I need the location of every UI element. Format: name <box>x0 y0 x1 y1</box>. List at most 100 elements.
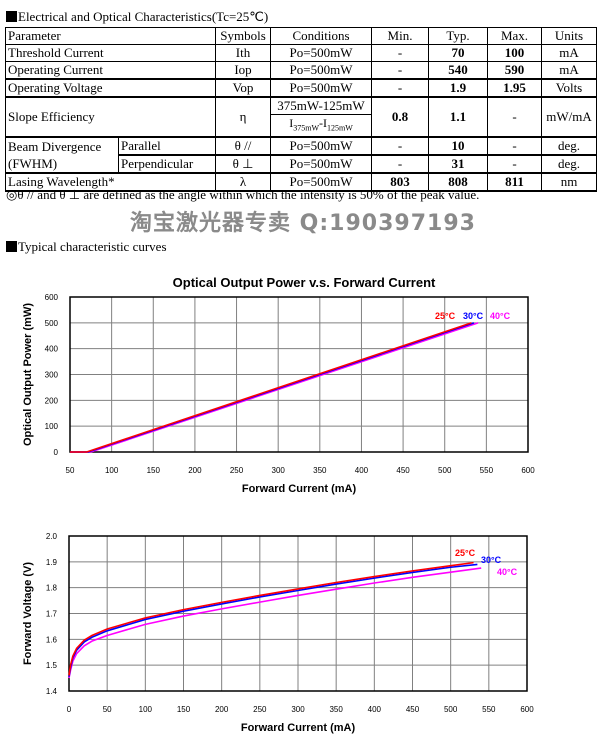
x-tick-label: 250 <box>253 705 267 714</box>
y-tick-label: 400 <box>45 345 59 354</box>
min: - <box>371 154 429 174</box>
section-heading-characteristics: Electrical and Optical Characteristics(T… <box>6 9 268 25</box>
x-tick-label: 200 <box>188 466 202 475</box>
y-tick-label: 2.0 <box>46 532 58 541</box>
plot-frame <box>69 296 529 453</box>
y-tick-label: 300 <box>45 371 59 380</box>
typ: 1.1 <box>428 95 488 138</box>
y-tick-label: 1.7 <box>46 610 58 619</box>
max: 811 <box>487 172 542 192</box>
x-tick-label: 450 <box>406 705 420 714</box>
sub-param: Perpendicular <box>118 154 216 174</box>
max: 100 <box>487 44 542 62</box>
typ-value: 10 <box>451 138 465 154</box>
max-value: 100 <box>504 45 525 60</box>
condition: Po=500mW <box>270 61 372 80</box>
table-row: Operating Voltage Vop Po=500mW - 1.9 1.9… <box>5 78 597 98</box>
y-axis-label: Forward Voltage (V) <box>22 562 34 665</box>
param: Slope Efficiency <box>5 95 216 138</box>
param: Operating Voltage <box>5 78 216 98</box>
typ: 540 <box>428 61 488 80</box>
series-line-25c <box>68 561 474 676</box>
typ-value: 70 <box>451 45 465 60</box>
table-row: Beam Divergence Parallel θ // Po=500mW -… <box>5 136 597 156</box>
symbol: η <box>215 95 271 138</box>
y-tick-label: 100 <box>45 422 59 431</box>
unit: Volts <box>541 78 597 98</box>
heading-text: Electrical and Optical Characteristics(T… <box>18 9 269 24</box>
table-row: Lasing Wavelength* λ Po=500mW 803 808 81… <box>5 172 597 192</box>
header-cell: Conditions <box>270 27 372 45</box>
y-tick-label: 0 <box>54 448 59 457</box>
series-line-40c <box>68 567 482 679</box>
y-tick-label: 500 <box>45 319 59 328</box>
legend-label: 30°C <box>463 311 484 321</box>
watermark: 淘宝激光器专卖 Q:190397193 <box>130 211 476 236</box>
min-value: 803 <box>390 174 410 190</box>
header-cell: Parameter <box>5 27 216 45</box>
unit: mA <box>541 61 597 80</box>
header-cell: Symbols <box>215 27 271 45</box>
section-heading-curves: Typical characteristic curves <box>6 239 167 255</box>
legend-label: 25°C <box>455 548 476 558</box>
param: (FWHM) <box>5 155 119 174</box>
symbol: Vop <box>215 78 271 98</box>
y-tick-label: 1.8 <box>46 584 58 593</box>
condition: Po=500mW <box>270 78 372 98</box>
legend-label: 40°C <box>490 311 511 321</box>
x-tick-label: 350 <box>329 705 343 714</box>
max: 590 <box>487 61 542 80</box>
x-tick-label: 50 <box>103 705 112 714</box>
x-tick-label: 550 <box>482 705 496 714</box>
typ: 31 <box>428 154 488 174</box>
x-tick-label: 300 <box>291 705 305 714</box>
max-value: 811 <box>505 174 524 190</box>
x-tick-label: 100 <box>105 466 119 475</box>
unit: mW/mA <box>541 95 597 138</box>
legend-label: 30°C <box>481 555 502 565</box>
x-tick-label: 600 <box>521 466 535 475</box>
table-header: Parameter Symbols Conditions Min. Typ. M… <box>5 27 597 45</box>
x-tick-label: 550 <box>480 466 494 475</box>
max-value: 1.95 <box>503 80 526 95</box>
unit: deg. <box>541 136 597 156</box>
y-tick-label: 600 <box>45 293 59 302</box>
max-value: 590 <box>504 62 525 77</box>
x-tick-label: 150 <box>147 466 161 475</box>
x-axis-label: Forward Current (mA) <box>241 722 356 734</box>
y-tick-label: 1.4 <box>46 687 58 696</box>
symbol: Iop <box>215 61 271 80</box>
chart-title: Optical Output Power v.s. Forward Curren… <box>173 275 436 290</box>
characteristics-table: Parameter Symbols Conditions Min. Typ. M… <box>5 27 597 192</box>
x-tick-label: 300 <box>272 466 286 475</box>
symbol: Ith <box>215 44 271 62</box>
header-cell: Max. <box>487 27 542 45</box>
y-tick-label: 200 <box>45 396 59 405</box>
x-tick-label: 450 <box>396 466 410 475</box>
max: - <box>487 95 542 138</box>
x-tick-label: 250 <box>230 466 244 475</box>
y-axis-label: Optical Output Power (mW) <box>22 303 34 446</box>
voltage-vs-current-chart: 0 50 100 150 200 250 300 350 400 450 500 550 600 1.4 1… <box>22 532 534 734</box>
min: - <box>371 78 429 98</box>
min: - <box>371 136 429 156</box>
table-row: (FWHM) Perpendicular θ ⊥ Po=500mW - 31 -… <box>5 154 597 174</box>
x-tick-label: 150 <box>177 705 191 714</box>
condition: Po=500mW <box>270 172 372 192</box>
condition: Po=500mW <box>270 44 372 62</box>
param: Operating Current <box>5 61 216 80</box>
series-line-30c <box>68 563 478 677</box>
condition: Po=500mW <box>270 154 372 174</box>
condition-formula: I375mW-I125mW <box>270 114 372 138</box>
x-tick-label: 400 <box>368 705 382 714</box>
x-tick-label: 350 <box>313 466 327 475</box>
max: - <box>487 136 542 156</box>
table-row: Operating Current Iop Po=500mW - 540 590… <box>5 61 597 80</box>
x-tick-label: 500 <box>438 466 452 475</box>
sub-param: Parallel <box>118 136 216 156</box>
footnote: ◎θ // and θ ⊥ are defined as the angle w… <box>6 187 480 202</box>
symbol: θ ⊥ <box>215 154 271 174</box>
typ: 70 <box>428 44 488 62</box>
legend-label: 40°C <box>497 567 518 577</box>
table-row: Threshold Current Ith Po=500mW - 70 100 … <box>5 44 597 62</box>
